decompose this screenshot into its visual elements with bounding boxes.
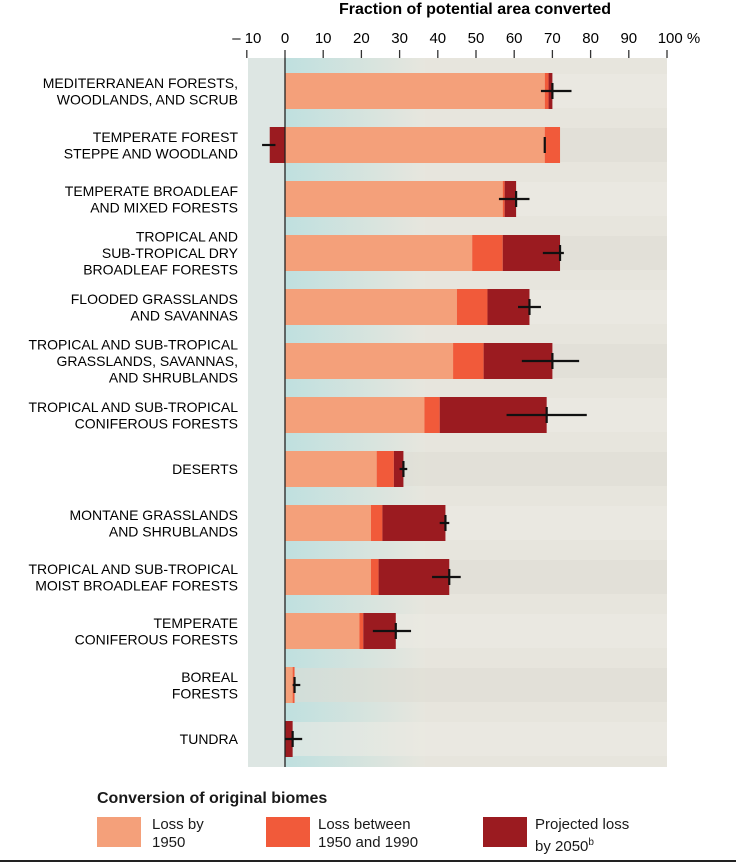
bar-loss-by-1950 [285,505,371,541]
bar-loss-by-1950 [285,613,360,649]
legend-title: Conversion of original biomes [97,790,328,807]
x-tick-label: 40 [429,30,446,47]
category-label: TROPICAL AND SUB-TROPICAL DRY BROADLEAF FO… [83,229,238,278]
bar-loss-by-1950 [285,127,545,163]
category-label: TROPICAL AND SUB-TROPICAL GRASSLANDS, SAV… [28,337,238,386]
category-label-line: CONIFEROUS FORESTS [75,415,238,431]
bar-loss-1950-1990 [359,613,364,649]
category-label-line: BROADLEAF FORESTS [83,262,238,278]
legend-item-loss-by-1950: Loss by 1950 [97,816,247,856]
legend-label-footnote-marker: b [588,837,594,848]
category-label: DESERTS [172,461,238,477]
bars [269,58,561,767]
category-label: TROPICAL AND SUB-TROPICAL MOIST BROADLEAF… [28,561,238,594]
category-label-line: AND MIXED FORESTS [90,199,238,215]
category-label-line: TEMPERATE BROADLEAF [65,183,238,199]
bar-loss-by-1950 [285,289,457,325]
bar-loss-by-1950 [285,181,503,217]
x-tick-label: 70 [544,30,561,47]
bar-loss-1950-1990 [370,559,379,595]
legend-swatch-loss-1950-1990 [266,817,310,847]
category-label-line: MOIST BROADLEAF FORESTS [35,577,238,593]
bar-loss-by-1950 [285,559,371,595]
category-label: TUNDRA [180,731,239,747]
category-label-line: MEDITERRANEAN FORESTS, [43,75,238,91]
bar-loss-by-1950 [285,235,473,271]
x-tick-label: 0 [281,30,289,47]
category-label: TEMPERATE BROADLEAF AND MIXED FORESTS [65,183,238,216]
bar-projected-loss-2050 [393,451,404,487]
category-label: TROPICAL AND SUB-TROPICAL CONIFEROUS FORE… [28,399,238,432]
bar-loss-1950-1990 [376,451,394,487]
legend-item-projected-loss-2050: Projected loss by 2050b [483,816,673,856]
category-label-line: FLOODED GRASSLANDS [71,291,238,307]
x-tick-label: 50 [468,30,485,47]
x-tick-label: 60 [506,30,523,47]
legend-swatch-projected-loss-2050 [483,817,527,847]
category-label-line: TROPICAL AND SUB-TROPICAL [28,399,238,415]
x-tick-label: 100 % [658,30,701,47]
category-label-line: TROPICAL AND [136,229,238,245]
category-label-line: TROPICAL AND SUB-TROPICAL [28,561,238,577]
axis-title: Fraction of potential area converted [339,1,611,18]
bar-projected-loss-2050 [382,505,446,541]
x-tick-label: 30 [391,30,408,47]
negative-region [248,58,285,767]
row-band [285,722,667,756]
category-label-line: STEPPE AND WOODLAND [64,145,238,161]
x-tick-label: 90 [620,30,637,47]
error-bars [262,83,587,747]
bar-loss-by-1950 [285,343,454,379]
x-tick-label: 80 [582,30,599,47]
bar-loss-by-1950 [285,667,293,703]
category-label: MEDITERRANEAN FORESTS, WOODLANDS, AND SCR… [43,75,238,108]
category-label: TEMPERATE CONIFEROUS FORESTS [75,615,238,648]
bar-loss-1950-1990 [370,505,383,541]
bar-loss-by-1950 [285,451,377,487]
category-label-line: TROPICAL AND SUB-TROPICAL [28,337,238,353]
category-label-line: AND SHRUBLANDS [109,523,238,539]
category-label: TEMPERATE FOREST STEPPE AND WOODLAND [64,129,239,162]
category-label: FLOODED GRASSLANDS AND SAVANNAS [71,291,238,324]
bar-loss-1950-1990 [453,343,484,379]
category-label-line: TUNDRA [180,731,239,747]
category-label-line: WOODLANDS, AND SCRUB [57,91,238,107]
category-label-line: GRASSLANDS, SAVANNAS, [56,353,238,369]
category-label-line: AND SHRUBLANDS [109,370,238,386]
row-band [285,668,667,702]
bar-loss-by-1950 [285,73,545,109]
category-labels: MEDITERRANEAN FORESTS, WOODLANDS, AND SCR… [28,75,238,747]
category-label: MONTANE GRASSLANDS AND SHRUBLANDS [69,507,238,540]
category-label-line: DESERTS [172,461,238,477]
category-label-line: MONTANE GRASSLANDS [69,507,238,523]
x-tick-label: 10 [315,30,332,47]
category-label-line: CONIFEROUS FORESTS [75,631,238,647]
legend-label-loss-1950-1990: Loss between 1950 and 1990 [318,816,419,851]
category-label: BOREAL FORESTS [172,669,238,702]
legend-label-loss-by-1950: Loss by 1950 [152,816,204,851]
bar-loss-1950-1990 [472,235,503,271]
category-label-line: TEMPERATE FOREST [93,129,239,145]
legend-label-projected-loss-2050: Projected loss by 2050b [535,816,629,856]
legend-item-loss-1950-1990: Loss between 1950 and 1990 [266,816,466,856]
legend-swatch-loss-by-1950 [97,817,141,847]
category-label-line: BOREAL [181,669,238,685]
x-tick-label: 20 [353,30,370,47]
bar-loss-by-1950 [285,397,425,433]
bar-loss-1950-1990 [544,127,561,163]
legend-label-projected-loss-text: Projected loss by 2050 [535,816,630,855]
x-tick-label: – 10 [232,30,261,47]
category-label-line: AND SAVANNAS [130,307,238,323]
bar-projected-loss-2050 [269,127,285,163]
category-label-line: SUB-TROPICAL DRY [102,245,239,261]
bar-loss-1950-1990 [456,289,488,325]
category-label-line: TEMPERATE [153,615,238,631]
category-label-line: FORESTS [172,685,238,701]
x-axis-ticks: – 10 0 10 20 30 40 50 60 70 80 90 100 % [232,30,700,58]
bar-loss-1950-1990 [424,397,440,433]
bottom-rule [0,860,736,862]
